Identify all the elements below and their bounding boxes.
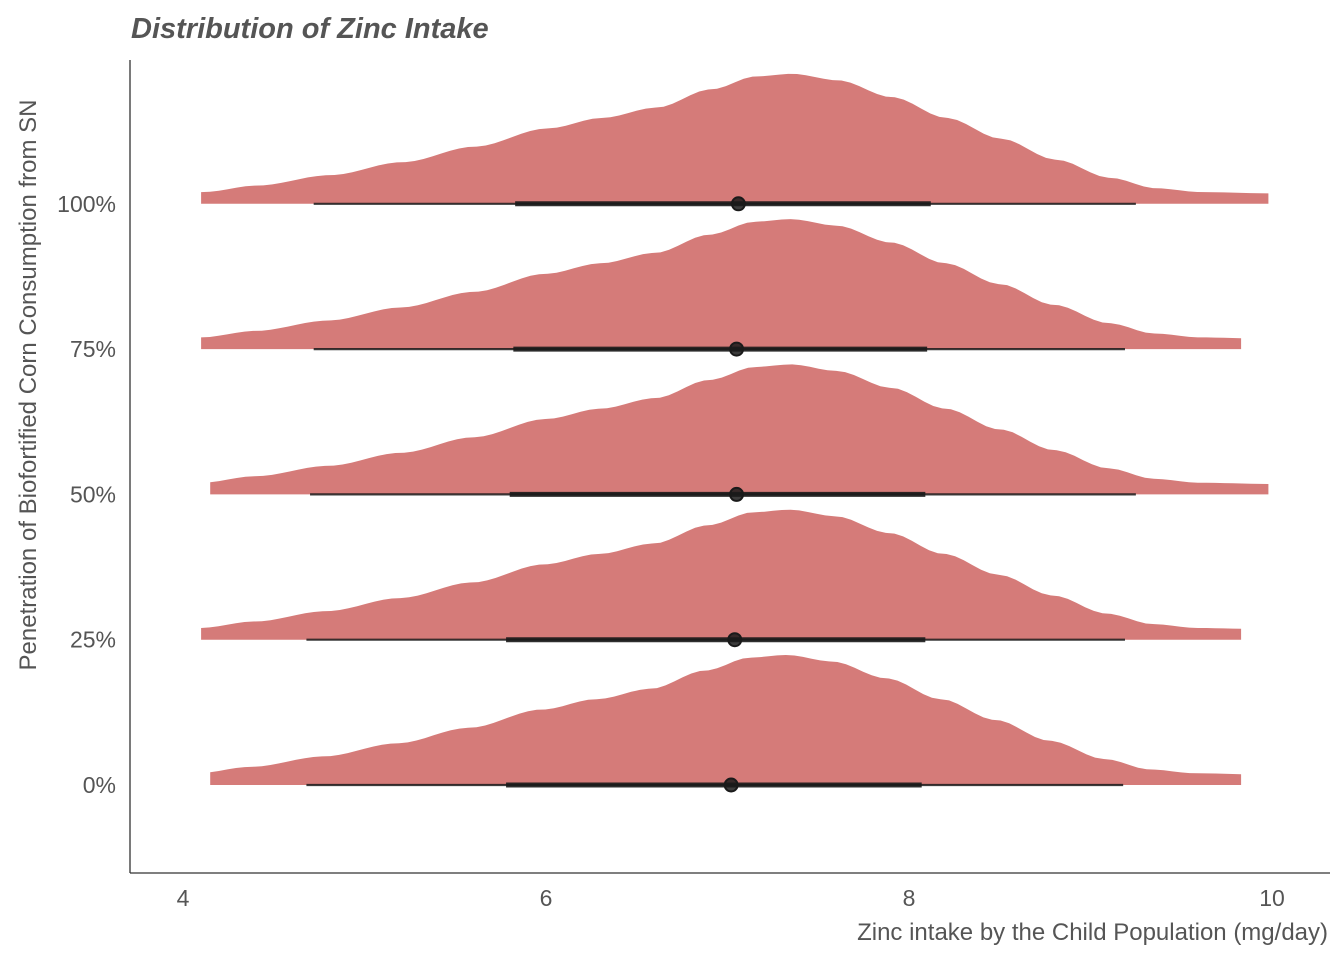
ridge-0% [210, 655, 1242, 793]
median-point [729, 486, 745, 502]
x-tick-label: 6 [540, 885, 553, 911]
median-point [727, 632, 743, 648]
median-point [730, 196, 746, 212]
y-axis-title: Penetration of Biofortified Corn Consump… [15, 100, 42, 671]
y-tick-label: 75% [70, 336, 116, 362]
x-axis-title: Zinc intake by the Child Population (mg/… [857, 919, 1328, 946]
y-tick-label: 0% [83, 772, 116, 798]
y-tick-labels: 0% 25% 50% 75% 100% [57, 191, 116, 798]
density-area [210, 655, 1242, 785]
ridge-50% [210, 364, 1269, 502]
y-tick-label: 100% [57, 191, 116, 217]
median-point [723, 777, 739, 793]
chart-title: Distribution of Zinc Intake [131, 13, 489, 45]
x-tick-labels: 4 6 8 10 [177, 885, 1285, 911]
median-point [729, 341, 745, 357]
density-ridges [201, 73, 1269, 793]
density-area [201, 73, 1269, 204]
x-tick-label: 8 [903, 885, 916, 911]
density-area [210, 364, 1269, 495]
x-tick-label: 4 [177, 885, 190, 911]
ridge-100% [201, 73, 1269, 212]
y-tick-label: 25% [70, 627, 116, 653]
density-area [201, 219, 1242, 350]
y-tick-label: 50% [70, 481, 116, 507]
ridge-75% [201, 219, 1242, 357]
density-area [201, 509, 1242, 640]
ridge-25% [201, 509, 1242, 648]
x-tick-label: 10 [1259, 885, 1285, 911]
